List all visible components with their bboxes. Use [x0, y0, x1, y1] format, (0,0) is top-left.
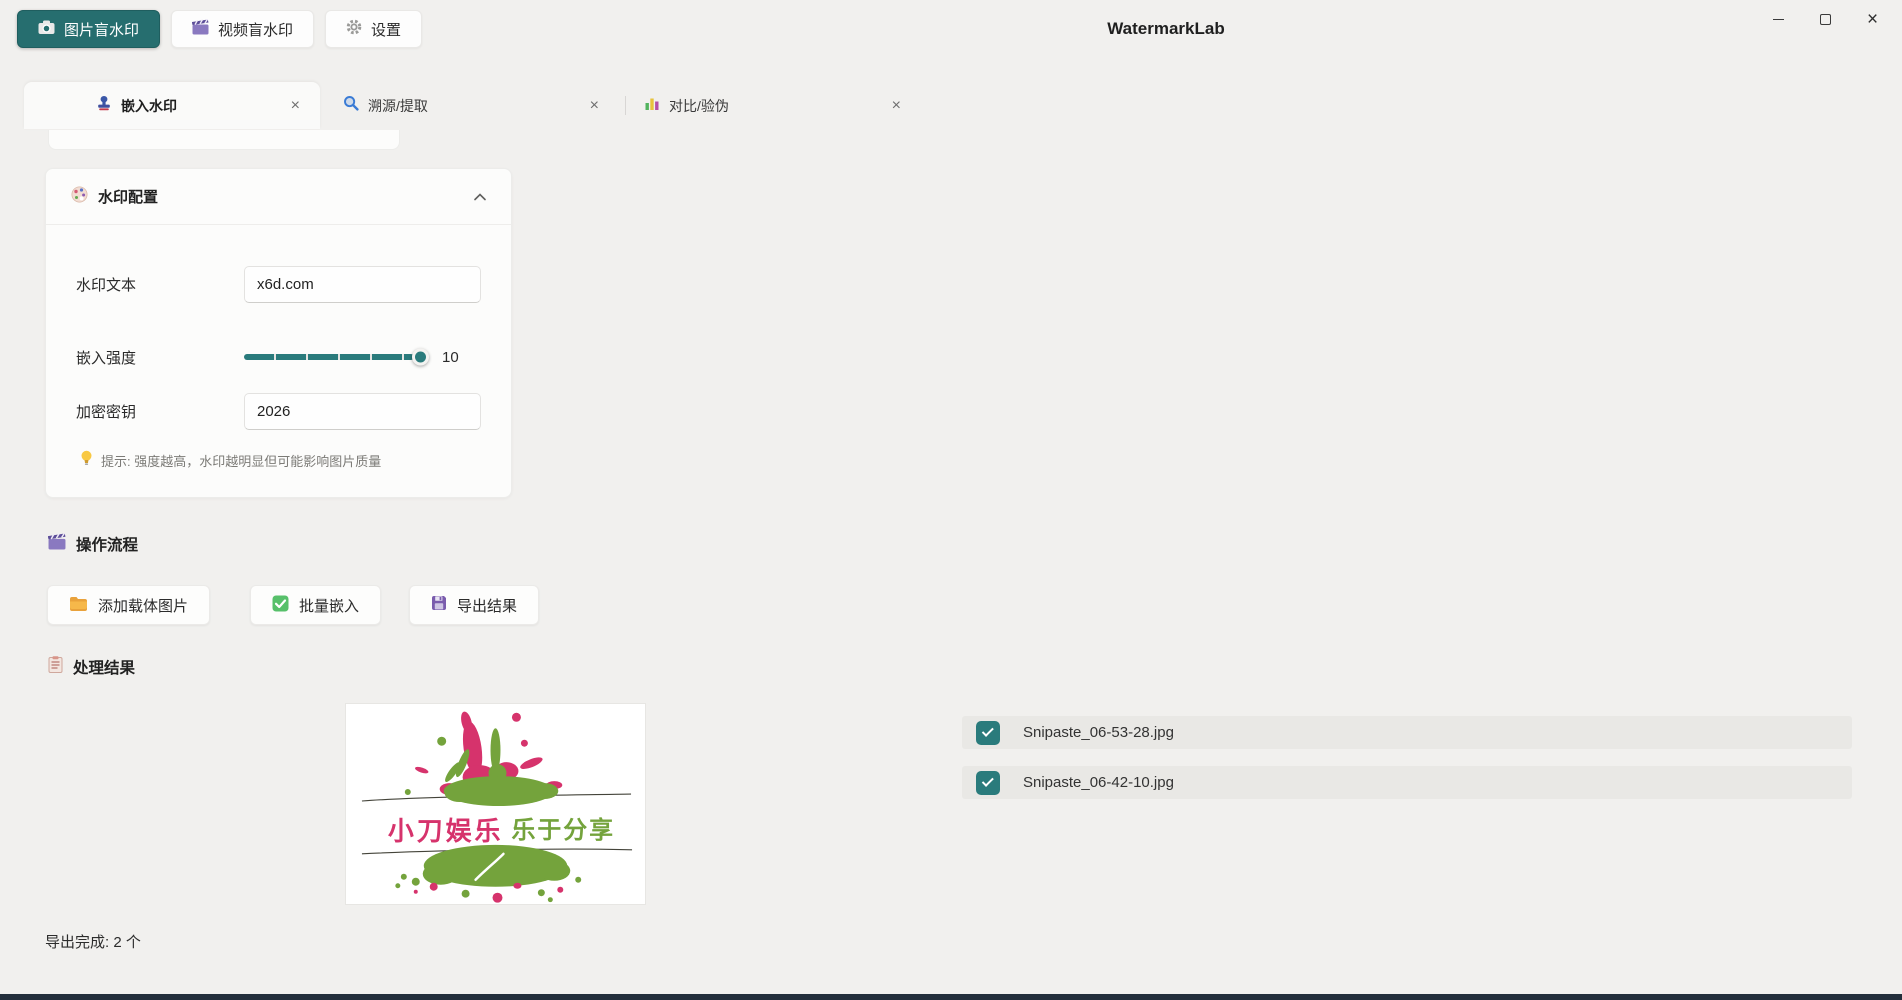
minimize-button[interactable] [1755, 2, 1802, 36]
checkmark-icon [981, 774, 994, 787]
workflow-title: 操作流程 [76, 537, 139, 554]
workflow-heading: 操作流程 [47, 532, 139, 555]
checkmark-icon [981, 724, 994, 737]
workflow-buttons: 添加载体图片 批量嵌入 导出结果 [47, 585, 540, 625]
clipboard-icon [48, 656, 63, 678]
tab-close-icon[interactable]: × [290, 96, 300, 114]
lightbulb-icon [80, 450, 93, 471]
batch-embed-button[interactable]: 批量嵌入 [250, 585, 382, 625]
watermark-text-label: 水印文本 [76, 276, 137, 294]
watermark-config-card: 水印配置 水印文本 嵌入强度 10 加密密钥 提示: 强度越高，水印 [45, 168, 512, 498]
tip-text: 提示: 强度越高，水印越明显但可能影响图片质量 [101, 454, 382, 469]
window-controls: × [1755, 2, 1896, 36]
tab-trace-extract[interactable]: 溯源/提取 × [330, 82, 619, 129]
file-checkbox-checked[interactable] [976, 720, 1000, 745]
tab-compare-verify[interactable]: 对比/验伪 × [631, 82, 921, 129]
check-square-icon [272, 595, 289, 616]
workflow-button-label: 批量嵌入 [299, 597, 360, 615]
export-results-button[interactable]: 导出结果 [409, 585, 540, 625]
video-watermark-button[interactable]: 视频盲水印 [171, 10, 315, 48]
file-name: Snipaste_06-42-10.jpg [1023, 774, 1174, 791]
image-watermark-button[interactable]: 图片盲水印 [17, 10, 161, 48]
slider-thumb[interactable] [412, 348, 429, 366]
secret-key-label: 加密密钥 [76, 403, 137, 421]
file-name: Snipaste_06-53-28.jpg [1023, 724, 1174, 741]
toolbar-button-label: 图片盲水印 [64, 21, 140, 39]
palette-icon [71, 186, 88, 208]
tab-separator [625, 96, 626, 115]
tab-label: 溯源/提取 [368, 97, 428, 114]
splat-text-pink: 小刀娱乐 [388, 817, 504, 846]
toolbar-button-label: 视频盲水印 [218, 21, 294, 39]
close-icon: × [1866, 8, 1879, 30]
camera-icon [38, 20, 55, 39]
folder-icon [69, 596, 88, 615]
embed-strength-row: 嵌入强度 10 [76, 337, 491, 377]
settings-button[interactable]: 设置 [325, 10, 423, 48]
tab-label: 对比/验伪 [669, 97, 729, 114]
floppy-icon [431, 595, 447, 615]
strength-tip: 提示: 强度越高，水印越明显但可能影响图片质量 [80, 450, 381, 471]
stamp-icon [96, 95, 112, 116]
main-toolbar: 图片盲水印 视频盲水印 设置 [17, 10, 423, 48]
strength-value: 10 [442, 348, 459, 366]
scrolled-card-bottom [48, 130, 400, 150]
window-title: WatermarkLab [1107, 19, 1225, 38]
tab-strip: 嵌入水印 × 溯源/提取 × 对比/验伪 × [0, 82, 1902, 129]
splat-logo: 小刀娱乐 乐于分享 [346, 704, 645, 904]
tab-close-icon[interactable]: × [891, 96, 901, 114]
tab-label: 嵌入水印 [121, 97, 177, 114]
workflow-button-label: 导出结果 [457, 597, 518, 615]
secret-key-row: 加密密钥 [76, 391, 491, 431]
embed-strength-label: 嵌入强度 [76, 349, 137, 367]
slider-track[interactable] [244, 354, 414, 360]
secret-key-input[interactable] [244, 392, 481, 430]
toolbar-button-label: 设置 [371, 21, 402, 39]
config-card-title: 水印配置 [98, 189, 159, 206]
chart-icon [644, 95, 660, 116]
result-file-row[interactable]: Snipaste_06-42-10.jpg [962, 766, 1852, 799]
clapperboard-icon [47, 532, 66, 555]
splat-text-green: 乐于分享 [511, 816, 615, 844]
clapperboard-icon [191, 18, 209, 39]
watermark-text-input[interactable] [244, 265, 481, 303]
gear-icon [346, 19, 362, 39]
maximize-icon [1820, 13, 1831, 25]
taskbar-edge [0, 994, 1902, 1000]
results-title: 处理结果 [73, 660, 136, 677]
results-heading: 处理结果 [48, 656, 135, 678]
maximize-button[interactable] [1802, 2, 1849, 36]
file-checkbox-checked[interactable] [976, 770, 1000, 795]
close-button[interactable]: × [1849, 2, 1896, 36]
tab-close-icon[interactable]: × [589, 96, 599, 114]
status-text: 导出完成: 2 个 [45, 934, 141, 951]
minimize-icon [1773, 18, 1784, 20]
config-card-header[interactable]: 水印配置 [46, 169, 511, 225]
strength-slider[interactable] [244, 347, 430, 367]
watermark-text-row: 水印文本 [76, 264, 491, 304]
workflow-button-label: 添加载体图片 [98, 597, 189, 615]
result-file-row[interactable]: Snipaste_06-53-28.jpg [962, 716, 1852, 749]
add-carrier-images-button[interactable]: 添加载体图片 [47, 585, 211, 625]
magnifier-icon [343, 95, 359, 116]
chevron-up-icon[interactable] [474, 188, 486, 206]
result-preview-image[interactable]: 小刀娱乐 乐于分享 [346, 704, 645, 904]
tab-embed-watermark[interactable]: 嵌入水印 × [24, 82, 320, 129]
